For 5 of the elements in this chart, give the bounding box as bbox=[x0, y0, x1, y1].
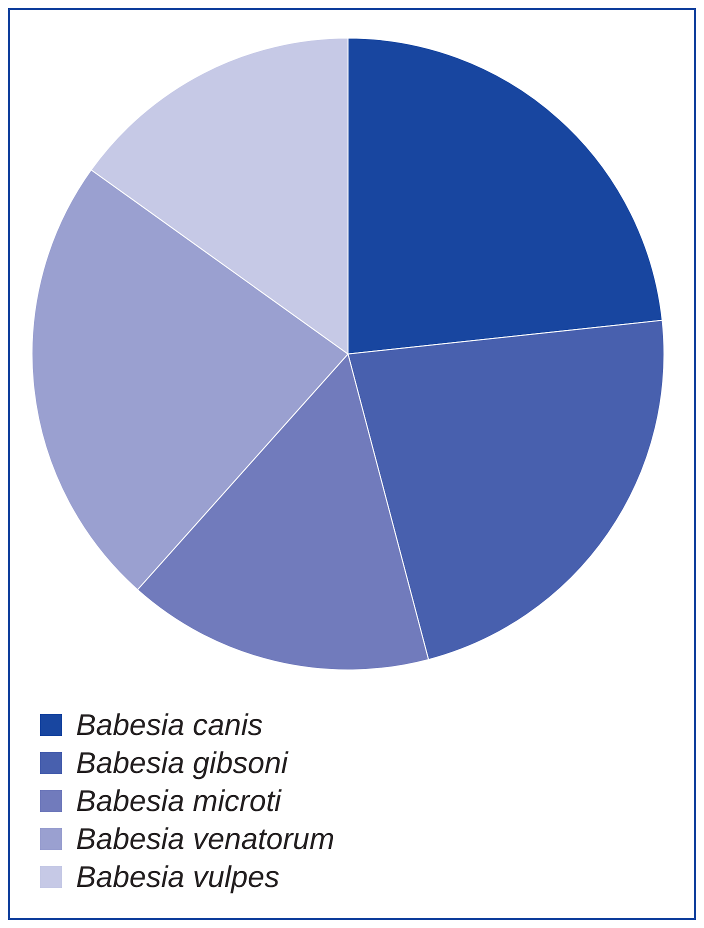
legend-label: Babesia gibsoni bbox=[76, 747, 290, 780]
legend-label: Babesia venatorum bbox=[76, 823, 334, 856]
legend-label: Babesia canis bbox=[76, 709, 263, 742]
legend-label: Babesia vulpes bbox=[76, 861, 280, 894]
legend-label: Babesia microti bbox=[76, 785, 282, 818]
